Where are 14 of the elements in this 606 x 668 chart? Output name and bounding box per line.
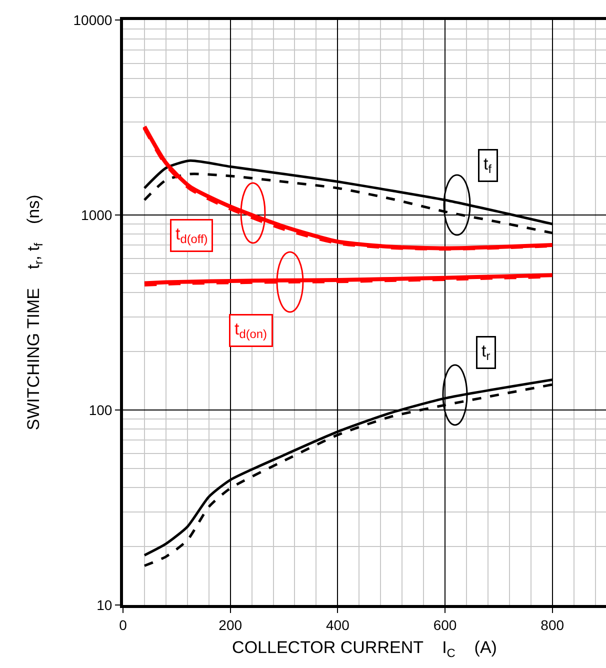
x-tick-label: 600 [433,616,457,633]
annotation: t$_{r}$ [482,342,490,364]
annotation: t$_{d(on)}$ [234,320,268,342]
x-tick-label: 200 [218,616,242,633]
y-tick-label: 10000 [73,12,112,28]
annotation: t$_{d(off)}$ [176,224,208,246]
annotation: t$_{f}$ [484,154,492,176]
x-tick-label: 0 [119,616,128,633]
x-tick-label: 400 [326,616,350,633]
text: COLLECTOR CURRENT I$_{C}$ (A) [232,638,497,660]
y-tick-label: 100 [88,402,112,418]
y-tick-label: 1000 [81,206,112,223]
x-tick-label: 800 [540,616,564,633]
y-tick-label: 10 [96,596,112,613]
